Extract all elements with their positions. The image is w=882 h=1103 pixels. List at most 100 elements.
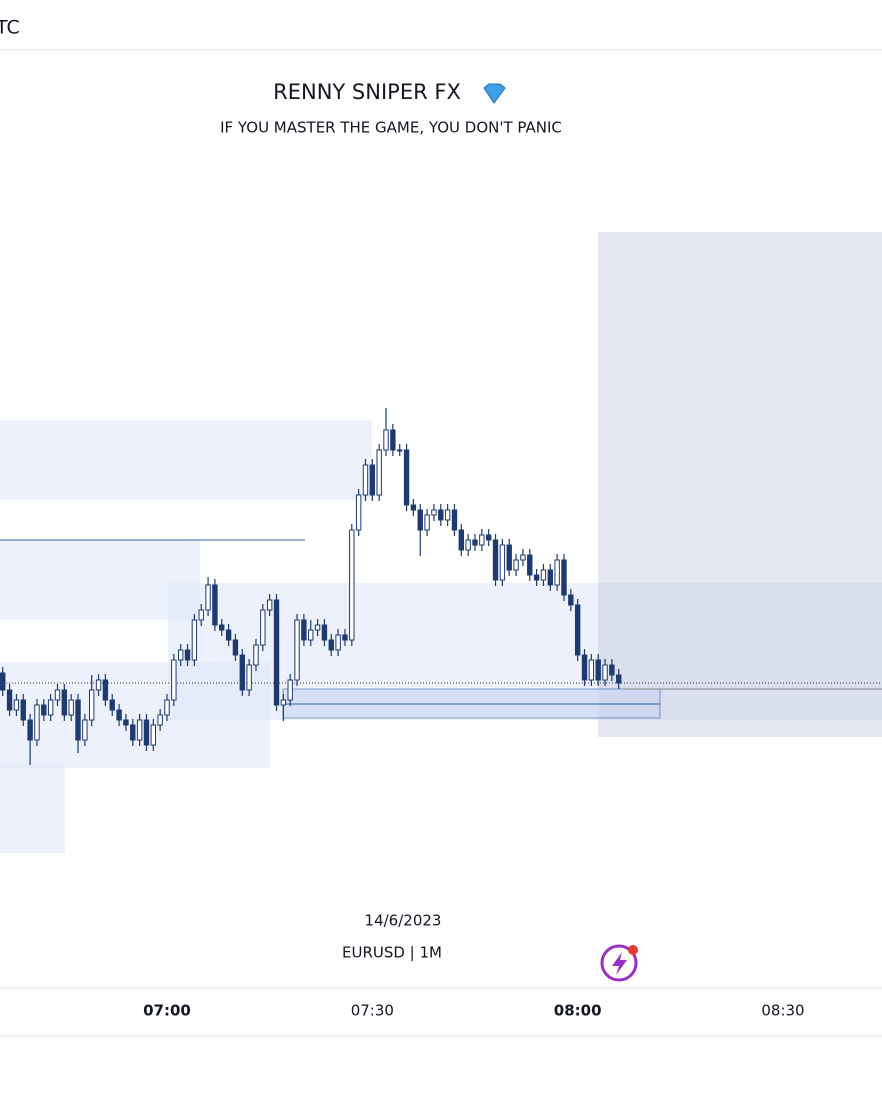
candle-body [82, 719, 88, 741]
candle-body [465, 539, 471, 551]
candle-body [554, 559, 560, 586]
candle-body [431, 509, 437, 516]
candle-body [143, 719, 150, 746]
candle-body [321, 624, 328, 641]
candle-body [349, 529, 355, 641]
x-tick-label: 08:30 [761, 1002, 804, 1020]
candle-body [164, 699, 170, 716]
icon-bolt[interactable] [612, 952, 627, 975]
candle-body [184, 649, 191, 661]
candle-body [581, 654, 588, 681]
candle-body [219, 624, 225, 631]
candle-body [362, 464, 369, 496]
candle-body [513, 559, 519, 571]
x-tick-label: 08:00 [554, 1002, 602, 1020]
candle-body [123, 719, 129, 726]
chart-title: RENNY SNIPER FX [273, 80, 461, 104]
candle-body [499, 544, 506, 581]
candle-body [95, 679, 102, 691]
candle-body [609, 664, 615, 676]
candle-body [239, 654, 245, 691]
candle-body [116, 709, 122, 721]
candle-body [376, 449, 382, 496]
candle-body [198, 609, 204, 621]
zone [0, 662, 270, 768]
candle-body [6, 689, 13, 711]
diamond-icon [483, 83, 506, 104]
candle-body [383, 429, 389, 451]
candle-body [540, 569, 547, 581]
candle-body [191, 619, 198, 661]
zone [0, 540, 200, 620]
candle-body [102, 679, 109, 701]
candle-body [273, 599, 280, 706]
candles [0, 408, 622, 765]
candle-body [205, 584, 211, 611]
chart-subtitle: IF YOU MASTER THE GAME, YOU DON'T PANIC [220, 119, 562, 137]
candle-body [0, 672, 6, 691]
candle-body [20, 699, 26, 721]
candle-body [602, 664, 608, 681]
candle-body [444, 509, 451, 521]
candle-body [287, 679, 293, 701]
candle-body [246, 664, 252, 691]
candle-body [260, 609, 266, 646]
zones [0, 232, 882, 853]
symbol-label: EURUSD | 1M [342, 944, 442, 962]
candle-body [561, 559, 567, 596]
candle-body [150, 724, 157, 746]
candle-body [75, 699, 81, 741]
x-tick-label: 07:30 [351, 1002, 394, 1020]
candle-body [417, 509, 423, 531]
candle-body [390, 429, 396, 451]
candle-body [61, 689, 68, 716]
alert-icon[interactable] [600, 944, 638, 982]
candle-body [527, 554, 533, 576]
candle-body [595, 659, 601, 681]
candle-body [253, 644, 259, 666]
candle-body [438, 509, 444, 521]
candle-body [568, 594, 574, 606]
candle-body [294, 619, 300, 681]
candle-body [225, 629, 232, 641]
candle-body [212, 584, 218, 626]
candle-body [424, 514, 430, 531]
candle-body [34, 704, 40, 741]
candle-body [335, 634, 341, 651]
candle-body [68, 699, 74, 716]
zone [0, 765, 65, 853]
candle-body [410, 504, 417, 511]
candle-body [492, 539, 499, 581]
candle-body [533, 574, 540, 581]
candle-body [458, 529, 465, 551]
candle-body [171, 659, 177, 701]
candle-body [547, 569, 553, 586]
candle-body [109, 699, 115, 711]
timezone-label: TC [0, 17, 20, 39]
candle-body [574, 604, 581, 656]
candle-body [479, 534, 485, 546]
candle-body [369, 464, 376, 496]
icon-dot[interactable] [628, 945, 638, 955]
candle-body [472, 539, 478, 546]
candle-body [451, 509, 458, 531]
x-axis: 07:00 07:30 08:00 08:30 [143, 1002, 804, 1020]
shade-zone [598, 232, 882, 737]
candle-body [403, 449, 410, 506]
candle-body [397, 449, 403, 452]
candle-body [588, 659, 595, 681]
candle-body [308, 629, 314, 641]
candle-body [157, 714, 163, 726]
candle-body [520, 554, 526, 561]
candle-body [177, 649, 184, 661]
x-tick-label: 07:00 [143, 1002, 191, 1020]
candle-body [328, 639, 334, 651]
candle-body [13, 699, 20, 711]
candle-body [266, 599, 273, 611]
candle-body [314, 624, 321, 631]
candle-body [54, 689, 61, 701]
candle-body [232, 639, 239, 656]
candle-body [41, 704, 47, 716]
candle-body [130, 724, 136, 741]
